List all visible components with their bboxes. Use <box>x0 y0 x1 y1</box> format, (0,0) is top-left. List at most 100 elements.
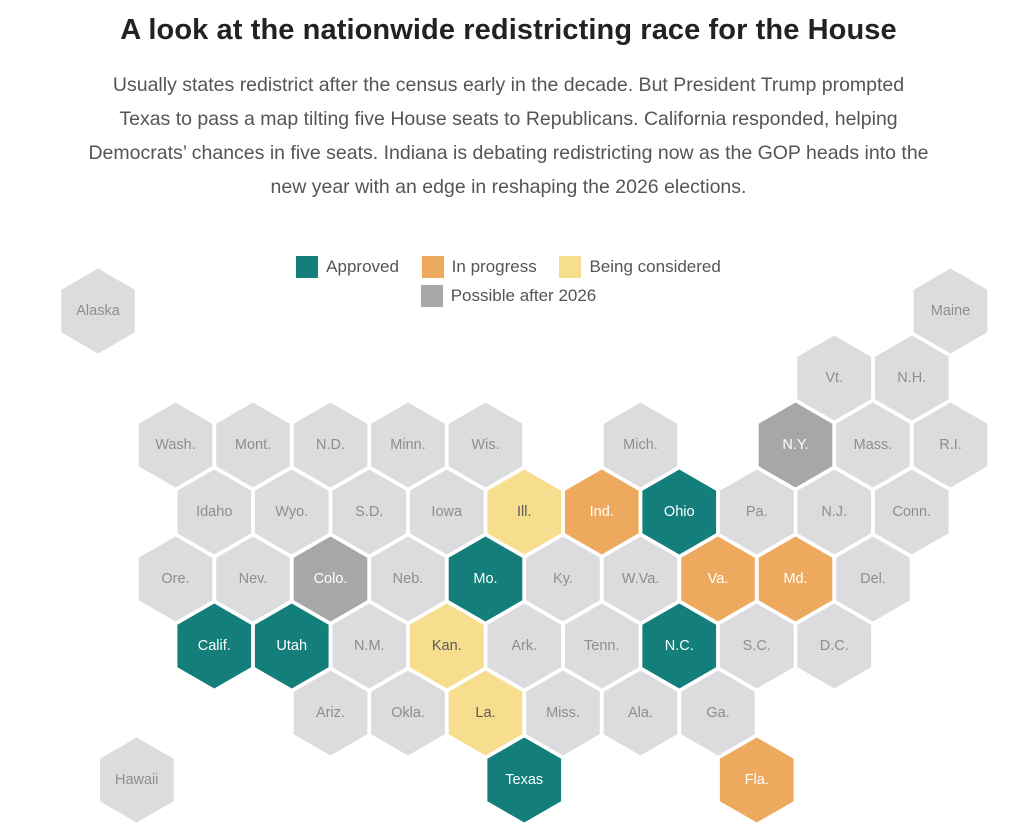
description-line: Texas to pass a map tilting five House s… <box>119 108 898 130</box>
state-hex <box>797 469 872 555</box>
state-label: Wyo. <box>275 504 308 520</box>
legend-row-2: Possible after 2026 <box>0 285 1017 307</box>
state-hex <box>487 603 562 689</box>
state-tile-mont: Mont. <box>216 402 290 488</box>
state-tile-ariz: Ariz. <box>293 670 368 756</box>
state-tile-mass: Mass. <box>836 402 910 488</box>
state-label: Md. <box>783 571 807 587</box>
state-hex <box>254 603 329 689</box>
state-label: S.D. <box>355 504 383 520</box>
state-tile-ky: Ky. <box>526 536 600 622</box>
legend: Approved In progress Being considered <box>0 256 1017 278</box>
state-hex <box>603 536 678 622</box>
state-hex <box>138 402 213 488</box>
state-tile-s-d: S.D. <box>332 469 407 555</box>
state-hex <box>448 402 523 488</box>
state-hex <box>874 335 949 421</box>
state-hex <box>371 402 445 488</box>
state-label: S.C. <box>743 638 771 654</box>
state-label: Fla. <box>745 772 769 788</box>
state-label: La. <box>475 705 495 721</box>
state-hex <box>332 603 407 689</box>
state-label: N.C. <box>665 638 694 654</box>
description-line: Usually states redistrict after the cens… <box>112 74 905 96</box>
state-hex <box>758 402 833 488</box>
state-hex <box>293 670 368 756</box>
state-tile-md: Md. <box>758 536 833 622</box>
state-label: Calif. <box>198 638 231 654</box>
state-tile-conn: Conn. <box>874 469 949 555</box>
state-tile-n-j: N.J. <box>797 469 872 555</box>
legend-label: Approved <box>326 257 399 276</box>
state-label: Va. <box>708 571 729 587</box>
state-hex <box>719 469 794 555</box>
state-tile-utah: Utah <box>254 603 329 689</box>
state-label: D.C. <box>820 638 849 654</box>
state-hex <box>409 469 484 555</box>
state-hex <box>874 469 949 555</box>
state-hex <box>448 536 523 622</box>
state-label: Vt. <box>825 370 843 386</box>
state-label: Kan. <box>432 638 462 654</box>
state-label: Mich. <box>623 437 658 453</box>
state-label: Alaska <box>76 303 120 319</box>
state-hex <box>836 536 910 622</box>
state-label: Colo. <box>314 571 348 587</box>
state-label: Mont. <box>235 437 271 453</box>
state-tile-mo: Mo. <box>448 536 523 622</box>
state-hex <box>293 402 368 488</box>
state-tile-wis: Wis. <box>448 402 523 488</box>
state-hex <box>448 670 523 756</box>
state-hex <box>409 603 484 689</box>
state-hex <box>487 737 562 823</box>
chart-description: Usually states redistrict after the cens… <box>10 68 1007 204</box>
state-hex <box>99 737 174 823</box>
state-tile-pa: Pa. <box>719 469 794 555</box>
legend-label: Being considered <box>589 257 721 276</box>
state-label: R.I. <box>939 437 962 453</box>
state-hex <box>642 469 717 555</box>
legend-swatch-in-progress <box>421 256 444 278</box>
state-tile-texas: Texas <box>487 737 562 823</box>
state-hex <box>603 670 678 756</box>
state-tile-wyo: Wyo. <box>254 469 329 555</box>
state-label: N.D. <box>316 437 345 453</box>
state-hex <box>719 737 794 823</box>
state-label: Wash. <box>155 437 196 453</box>
legend-label: Possible after 2026 <box>450 286 597 305</box>
description-line: new year with an edge in reshaping the 2… <box>270 176 747 198</box>
state-tile-s-c: S.C. <box>719 603 794 689</box>
state-hex <box>797 335 872 421</box>
legend-item-being-considered: Being considered <box>559 256 721 278</box>
state-label: Ind. <box>590 504 614 520</box>
state-tile-neb: Neb. <box>371 536 445 622</box>
state-label: Del. <box>860 571 886 587</box>
state-tile-ill: Ill. <box>487 469 562 555</box>
legend-item-in-progress: In progress <box>421 256 537 278</box>
state-tile-maine: Maine <box>913 268 988 354</box>
state-tile-colo: Colo. <box>293 536 368 622</box>
state-tile-n-c: N.C. <box>642 603 717 689</box>
state-tile-ohio: Ohio <box>642 469 717 555</box>
state-tile-ala: Ala. <box>603 670 678 756</box>
state-tile-iowa: Iowa <box>409 469 484 555</box>
state-tile-hawaii: Hawaii <box>99 737 174 823</box>
state-hex <box>836 402 910 488</box>
state-label: Ohio <box>664 504 695 520</box>
legend-label: In progress <box>451 257 537 276</box>
state-hex <box>216 402 290 488</box>
state-tile-n-h: N.H. <box>874 335 949 421</box>
state-label: N.Y. <box>782 437 808 453</box>
legend-item-possible-after-2026: Possible after 2026 <box>420 285 597 307</box>
state-hex <box>138 536 213 622</box>
state-tile-kan: Kan. <box>409 603 484 689</box>
state-tile-calif: Calif. <box>177 603 252 689</box>
state-hex <box>293 536 368 622</box>
state-label: Ala. <box>628 705 653 721</box>
state-label: Miss. <box>546 705 580 721</box>
legend-item-approved: Approved <box>296 256 399 278</box>
state-tile-ore: Ore. <box>138 536 213 622</box>
state-hex <box>564 469 639 555</box>
state-hex <box>913 268 988 354</box>
